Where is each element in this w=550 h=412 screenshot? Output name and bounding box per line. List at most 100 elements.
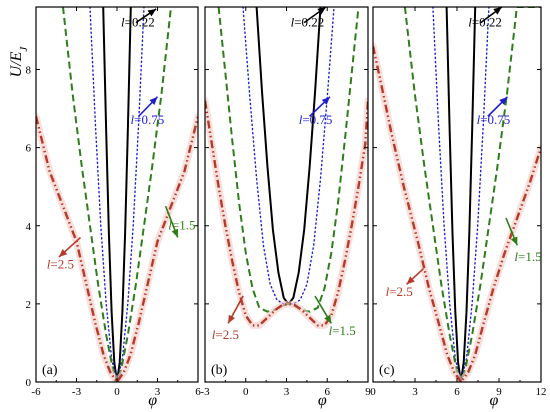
panel-2: -3 0 3 6 9(b)l=0.22l=0.75l=1.5l=2.5 xyxy=(200,6,371,398)
annotation-arrowhead xyxy=(58,249,68,257)
y-tick-label: 8 xyxy=(26,65,32,77)
annotation-label: l=0.75 xyxy=(477,112,511,127)
annotation-label: l=2.5 xyxy=(47,257,74,272)
annotation-label-var: l xyxy=(291,15,295,30)
x-tick-label: 9 xyxy=(496,386,502,398)
annotation-label-var: l xyxy=(299,112,303,127)
annotation-label: l=0.75 xyxy=(131,112,165,127)
panel-label: (c) xyxy=(379,363,395,378)
annotation-label: l=0.22 xyxy=(468,15,502,30)
annotation-l-1-5: l=1.5 xyxy=(505,217,542,264)
x-tick-label: -3 xyxy=(200,386,210,398)
series-line-l-1-5 xyxy=(403,7,541,382)
annotation-l-1-5: l=1.5 xyxy=(314,295,356,338)
curves xyxy=(373,7,541,382)
annotation-label: l=2.5 xyxy=(386,284,413,299)
annotation-label-value: =0.22 xyxy=(125,15,155,30)
x-tick-label: 3 xyxy=(412,386,418,398)
annotation-label-var: l xyxy=(514,249,518,264)
annotation-label: l=0.22 xyxy=(121,15,155,30)
annotation-l-0-22: l=0.22 xyxy=(121,8,157,30)
annotation-label-var: l xyxy=(386,284,390,299)
y-tick-label: 6 xyxy=(26,143,32,155)
annotation-label-var: l xyxy=(468,15,472,30)
annotation-label-var: l xyxy=(131,112,135,127)
annotation-label-value: =1.5 xyxy=(518,249,542,264)
annotation-arrowhead xyxy=(149,96,158,106)
annotation-arrowhead xyxy=(317,7,326,15)
annotation-l-0-22: l=0.22 xyxy=(291,6,327,30)
annotation-arrowhead xyxy=(499,96,508,105)
annotation-label-value: =2.5 xyxy=(389,284,413,299)
x-tick-label: 6 xyxy=(454,386,460,398)
y-tick-label: 4 xyxy=(26,221,32,233)
series-glow-l2-5 xyxy=(205,97,368,329)
x-tick-label: 9 xyxy=(365,386,371,398)
y-axis-label-sub: J xyxy=(18,46,30,52)
annotation-arrowhead xyxy=(228,314,235,324)
y-axis-label: U/EJ xyxy=(8,46,30,78)
x-axis-label: φ xyxy=(148,392,157,409)
annotation-label: l=1.5 xyxy=(168,218,195,233)
series-glow-l2-5 xyxy=(36,112,198,382)
x-tick-label: 0 xyxy=(370,386,376,398)
panel-3: 0 3 6 9 12(c)l=0.22l=0.75l=1.5l=2.5 xyxy=(370,6,547,398)
x-tick-label: 0 xyxy=(243,386,249,398)
y-tick-label: 2 xyxy=(26,299,32,311)
x-tick-label: 6 xyxy=(195,386,201,398)
x-tick-label: 3 xyxy=(284,386,290,398)
annotation-l-2-5: l=2.5 xyxy=(212,295,244,342)
series-line-l-0-75 xyxy=(432,7,490,382)
annotation-label-value: =0.22 xyxy=(294,15,324,30)
y-axis-label-text: U/EJ xyxy=(8,46,30,78)
annotation-label: l=0.22 xyxy=(291,15,325,30)
annotation-label-value: =2.5 xyxy=(215,327,239,342)
annotation-label: l=1.5 xyxy=(514,249,541,264)
panel-label: (b) xyxy=(211,363,228,378)
annotation-label-var: l xyxy=(212,327,216,342)
x-tick-label: 6 xyxy=(325,386,331,398)
series-line-l-2-5 xyxy=(205,100,368,327)
annotation-label-value: =0.22 xyxy=(472,15,502,30)
x-tick-label: -3 xyxy=(72,386,82,398)
x-axis-label: φ xyxy=(490,392,499,409)
series-line-l-1-5 xyxy=(217,7,360,313)
annotation-arrowhead xyxy=(324,314,332,324)
annotation-label: l=1.5 xyxy=(329,323,356,338)
annotation-l-0-22: l=0.22 xyxy=(468,6,503,30)
annotation-arrowhead xyxy=(321,96,330,105)
x-tick-label: 0 xyxy=(114,386,120,398)
annotation-arrowhead xyxy=(147,8,157,17)
series-line-l-2-5 xyxy=(373,45,541,382)
annotation-l-0-75: l=0.75 xyxy=(477,96,511,127)
annotation-label-var: l xyxy=(121,15,125,30)
annotation-l-0-75: l=0.75 xyxy=(299,96,332,127)
x-tick-label: 12 xyxy=(536,386,547,398)
annotation-label-var: l xyxy=(47,257,51,272)
series-line-l-0-75 xyxy=(242,7,335,305)
series-line-l-0-22 xyxy=(445,7,477,382)
series-line-l-0-75 xyxy=(89,7,145,382)
annotation-l-1-5: l=1.5 xyxy=(164,205,196,238)
annotation-label-var: l xyxy=(329,323,333,338)
y-tick-label: 0 xyxy=(26,377,32,389)
annotation-l-0-75: l=0.75 xyxy=(131,96,165,127)
annotation-label: l=2.5 xyxy=(212,327,239,342)
annotation-label-value: =0.75 xyxy=(134,112,164,127)
annotation-label-var: l xyxy=(168,218,172,233)
annotation-l-2-5: l=2.5 xyxy=(47,236,82,272)
annotation-label-value: =1.5 xyxy=(332,323,356,338)
annotation-arrowhead xyxy=(493,7,502,15)
annotation-label-value: =0.75 xyxy=(302,112,332,127)
x-tick-label: 3 xyxy=(155,386,161,398)
annotation-label-var: l xyxy=(477,112,481,127)
annotation-arrowhead xyxy=(406,276,415,285)
curves xyxy=(36,7,198,382)
annotation-label-value: =2.5 xyxy=(50,257,74,272)
x-axis-label: φ xyxy=(318,392,327,409)
series-line-l-2-5 xyxy=(36,116,198,382)
